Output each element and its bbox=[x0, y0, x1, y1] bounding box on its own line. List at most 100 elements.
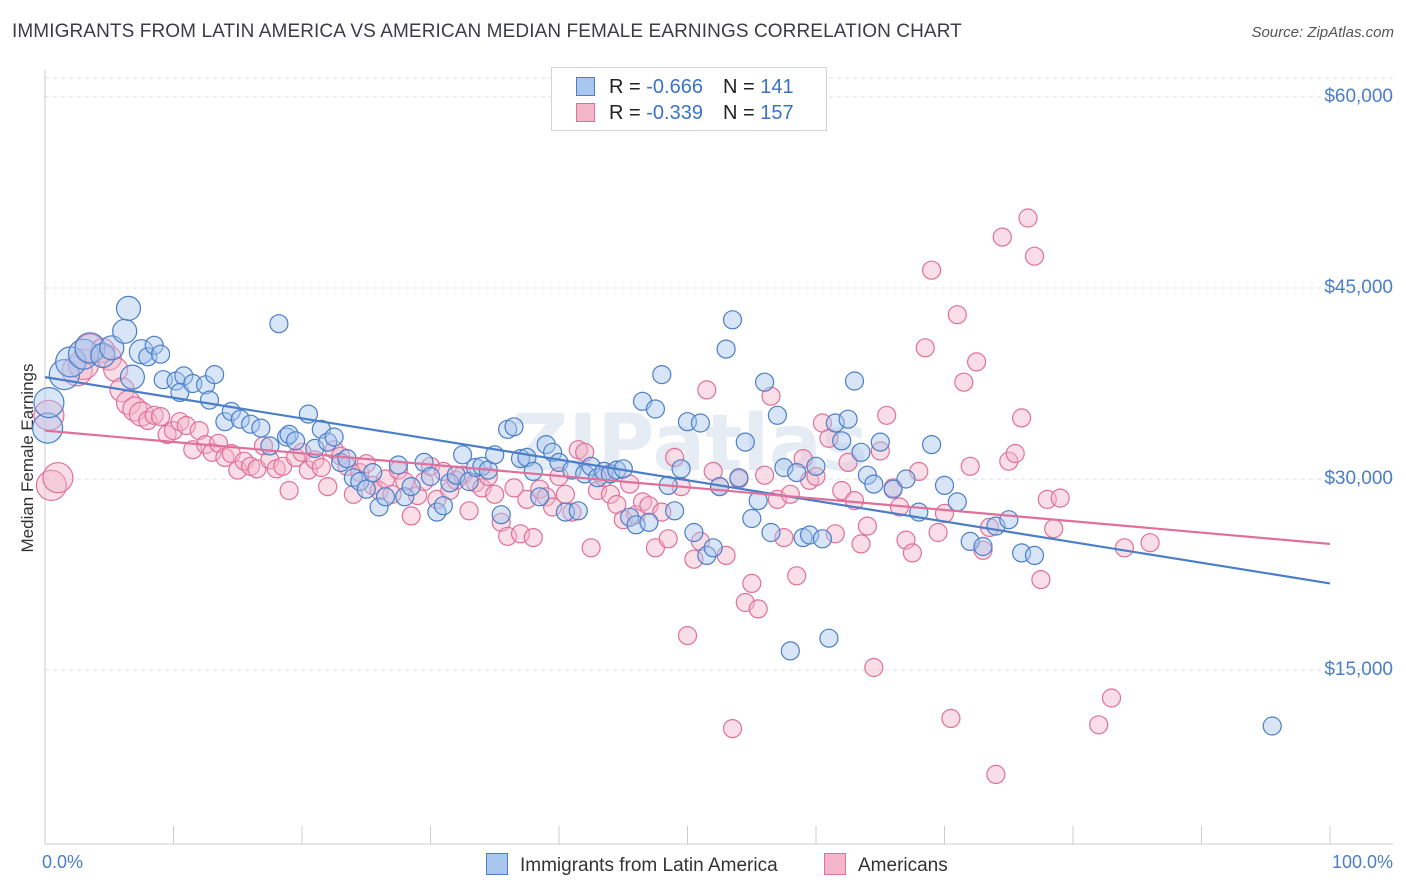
americans-point-154 bbox=[1044, 519, 1064, 539]
immigrants-point-9 bbox=[115, 295, 142, 321]
americans-point-74 bbox=[530, 479, 550, 499]
legend-n-value: 157 bbox=[760, 102, 794, 124]
americans-point-95 bbox=[664, 447, 685, 467]
americans-point-136 bbox=[928, 522, 948, 543]
immigrants-point-114 bbox=[832, 431, 852, 451]
americans-point-100 bbox=[697, 380, 717, 400]
americans-point-13 bbox=[138, 410, 158, 430]
immigrants-point-121 bbox=[883, 479, 903, 499]
americans-point-15 bbox=[151, 407, 171, 427]
americans-point-20 bbox=[183, 440, 203, 460]
immigrants-point-109 bbox=[799, 525, 820, 545]
y-tick-label-15000: $15,000 bbox=[1324, 659, 1393, 680]
americans-point-75 bbox=[536, 487, 556, 507]
americans-point-85 bbox=[600, 484, 621, 504]
americans-point-145 bbox=[986, 764, 1006, 785]
americans-point-156 bbox=[1089, 715, 1109, 735]
immigrants-point-91 bbox=[684, 522, 704, 543]
americans-point-157 bbox=[1101, 688, 1122, 708]
americans-point-141 bbox=[960, 456, 980, 476]
immigrants-point-14 bbox=[151, 344, 171, 364]
trend-line-americans bbox=[44, 429, 1331, 546]
immigrants-point-48 bbox=[401, 477, 421, 497]
legend-n-label: N = bbox=[722, 76, 761, 98]
immigrants-point-113 bbox=[825, 413, 845, 433]
americans-point-149 bbox=[1011, 408, 1032, 428]
immigrants-point-93 bbox=[697, 545, 717, 566]
americans-point-54 bbox=[401, 506, 421, 526]
immigrants-point-97 bbox=[722, 310, 743, 330]
immigrants-point-130 bbox=[999, 510, 1019, 530]
americans-point-82 bbox=[581, 538, 601, 558]
legend-r-label: R = bbox=[609, 102, 647, 124]
immigrants-point-133 bbox=[1262, 716, 1282, 736]
americans-point-142 bbox=[966, 352, 987, 372]
americans-point-107 bbox=[742, 573, 762, 594]
immigrants-point-124 bbox=[921, 435, 942, 455]
x-tick-label-min: 0.0% bbox=[42, 852, 84, 872]
americans-point-104 bbox=[722, 718, 743, 739]
americans-point-21 bbox=[189, 421, 209, 441]
americans-point-78 bbox=[555, 484, 576, 504]
immigrants-point-68 bbox=[536, 435, 556, 455]
immigrants-point-125 bbox=[934, 475, 955, 495]
americans-point-159 bbox=[1140, 533, 1160, 553]
legend-swatch-pink bbox=[576, 103, 595, 122]
americans-point-8 bbox=[103, 356, 129, 383]
americans-point-140 bbox=[954, 372, 974, 392]
immigrants-point-110 bbox=[806, 456, 826, 476]
immigrants-point-107 bbox=[787, 463, 807, 483]
immigrants-point-56 bbox=[459, 471, 479, 492]
x-tick-label-max: 100.0% bbox=[1331, 852, 1393, 872]
americans-point-79 bbox=[562, 502, 582, 522]
legend-swatch-blue bbox=[486, 853, 508, 875]
immigrants-point-100 bbox=[742, 508, 762, 529]
immigrants-point-120 bbox=[870, 432, 890, 452]
immigrants-point-105 bbox=[774, 457, 794, 478]
americans-point-14 bbox=[144, 405, 164, 425]
immigrants-point-22 bbox=[205, 365, 225, 385]
immigrants-point-44 bbox=[369, 497, 389, 517]
americans-point-125 bbox=[857, 516, 878, 536]
immigrants-point-26 bbox=[241, 414, 261, 434]
americans-point-124 bbox=[851, 534, 871, 554]
immigrants-point-85 bbox=[645, 399, 666, 419]
americans-point-139 bbox=[947, 305, 967, 325]
trend-line-immigrants bbox=[44, 376, 1331, 585]
immigrants-point-126 bbox=[947, 492, 967, 512]
immigrants-point-23 bbox=[215, 412, 235, 432]
americans-point-63 bbox=[459, 501, 479, 521]
immigrants-point-46 bbox=[388, 455, 408, 475]
americans-point-76 bbox=[542, 497, 563, 517]
immigrants-point-89 bbox=[671, 459, 691, 479]
americans-point-108 bbox=[748, 599, 768, 619]
americans-point-68 bbox=[491, 512, 511, 532]
legend-n-value: 141 bbox=[760, 76, 794, 98]
immigrants-point-29 bbox=[269, 314, 289, 334]
immigrants-point-50 bbox=[420, 466, 441, 487]
immigrants-point-128 bbox=[973, 536, 993, 557]
immigrants-point-104 bbox=[767, 405, 788, 425]
immigrants-point-55 bbox=[453, 445, 473, 465]
legend-row-americans: R = -0.339 N = 157 bbox=[576, 102, 794, 124]
trend-lines bbox=[44, 376, 1331, 585]
americans-point-122 bbox=[838, 452, 858, 472]
immigrants-point-36 bbox=[318, 432, 338, 452]
immigrants-point-99 bbox=[735, 432, 755, 452]
immigrants-point-81 bbox=[620, 507, 640, 527]
legend-item-americans[interactable]: Americans bbox=[824, 853, 948, 877]
americans-point-110 bbox=[761, 386, 781, 406]
americans-point-81 bbox=[575, 442, 595, 462]
legend-item-immigrants[interactable]: Immigrants from Latin America bbox=[486, 853, 778, 877]
americans-point-94 bbox=[658, 529, 678, 549]
immigrants-point-132 bbox=[1024, 545, 1045, 566]
immigrants-point-47 bbox=[395, 487, 415, 507]
immigrants-point-119 bbox=[864, 474, 884, 494]
legend-n-label: N = bbox=[722, 102, 761, 124]
americans-point-53 bbox=[395, 471, 415, 492]
legend-label-immigrants: Immigrants from Latin America bbox=[520, 855, 778, 876]
immigrants-point-21 bbox=[199, 390, 220, 410]
legend-r-value: -0.339 bbox=[646, 102, 703, 124]
americans-point-148 bbox=[1005, 443, 1025, 464]
